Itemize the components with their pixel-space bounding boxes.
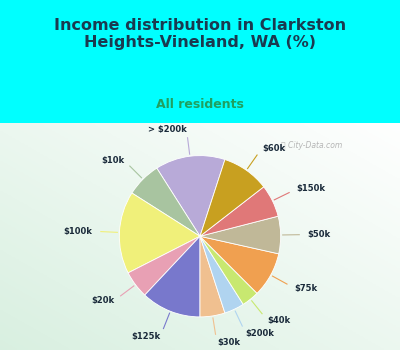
Wedge shape bbox=[200, 236, 225, 317]
Wedge shape bbox=[145, 236, 200, 317]
Text: > $200k: > $200k bbox=[148, 125, 186, 134]
Text: Ⓢ City-Data.com: Ⓢ City-Data.com bbox=[281, 141, 343, 150]
Wedge shape bbox=[128, 236, 200, 295]
Text: $40k: $40k bbox=[267, 316, 290, 325]
Text: All residents: All residents bbox=[156, 98, 244, 111]
Wedge shape bbox=[200, 160, 264, 236]
Text: $10k: $10k bbox=[101, 156, 124, 165]
Text: $60k: $60k bbox=[262, 144, 285, 153]
Text: Income distribution in Clarkston
Heights-Vineland, WA (%): Income distribution in Clarkston Heights… bbox=[54, 18, 346, 50]
Wedge shape bbox=[200, 236, 257, 304]
Wedge shape bbox=[200, 236, 243, 313]
Text: $150k: $150k bbox=[296, 184, 326, 194]
Wedge shape bbox=[200, 236, 279, 293]
Text: $100k: $100k bbox=[64, 227, 92, 236]
Text: $125k: $125k bbox=[131, 332, 160, 341]
Text: $50k: $50k bbox=[308, 230, 331, 239]
Wedge shape bbox=[132, 168, 200, 236]
Wedge shape bbox=[200, 216, 281, 254]
Wedge shape bbox=[200, 187, 278, 236]
Wedge shape bbox=[119, 193, 200, 273]
Text: $30k: $30k bbox=[217, 338, 240, 347]
Text: $200k: $200k bbox=[246, 329, 275, 338]
Wedge shape bbox=[157, 156, 225, 236]
Text: $75k: $75k bbox=[294, 284, 317, 293]
Text: $20k: $20k bbox=[91, 296, 114, 305]
